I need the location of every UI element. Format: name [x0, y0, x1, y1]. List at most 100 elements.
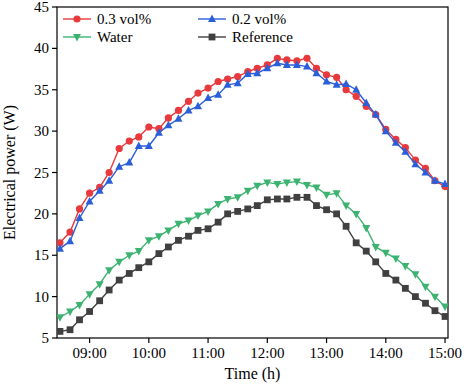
- data-point: [115, 162, 123, 170]
- y-tick-label: 20: [34, 206, 49, 222]
- data-point: [421, 284, 429, 292]
- y-tick: [52, 255, 57, 256]
- data-point: [234, 194, 242, 202]
- data-point: [67, 326, 74, 333]
- data-point: [343, 223, 350, 230]
- y-tick-label: 10: [34, 289, 49, 305]
- x-tick-label: 11:00: [191, 345, 225, 361]
- data-point: [195, 227, 202, 234]
- legend-label: Water: [97, 29, 132, 45]
- y-tick: [52, 6, 57, 7]
- data-point: [254, 202, 261, 209]
- data-point: [145, 142, 153, 150]
- data-point: [185, 217, 193, 225]
- data-point: [224, 210, 231, 217]
- data-point: [105, 267, 113, 275]
- data-point: [263, 179, 271, 187]
- y-tick: [52, 131, 57, 132]
- y-tick: [52, 48, 57, 49]
- data-point: [126, 137, 133, 144]
- data-point: [441, 304, 448, 312]
- data-point: [66, 309, 74, 317]
- y-tick-label: 30: [34, 123, 49, 139]
- data-point: [274, 196, 281, 203]
- series-line: [60, 63, 445, 248]
- data-point: [422, 300, 429, 307]
- data-point: [125, 158, 133, 166]
- y-tick-label: 35: [34, 82, 49, 98]
- x-tick: [385, 338, 386, 343]
- data-point: [263, 64, 271, 72]
- data-point: [185, 98, 192, 105]
- data-point: [96, 186, 104, 194]
- data-point: [432, 307, 439, 314]
- x-tick: [148, 338, 149, 343]
- data-point: [105, 176, 113, 184]
- data-point: [76, 302, 84, 310]
- data-point: [145, 258, 152, 265]
- data-point: [362, 225, 370, 233]
- data-point: [116, 277, 123, 284]
- data-point: [372, 244, 380, 252]
- x-tick: [326, 338, 327, 343]
- data-point: [126, 270, 133, 277]
- legend-marker: [208, 15, 216, 23]
- data-point: [96, 297, 103, 304]
- data-point: [175, 107, 182, 114]
- data-point: [431, 176, 439, 184]
- data-point: [343, 86, 350, 93]
- data-point: [125, 252, 133, 260]
- data-point: [392, 277, 399, 284]
- data-point: [194, 89, 201, 96]
- x-tick: [444, 338, 445, 343]
- series-line: [60, 197, 445, 331]
- data-point: [392, 256, 400, 264]
- data-point: [362, 98, 370, 106]
- data-point: [323, 192, 331, 200]
- data-point: [273, 59, 281, 66]
- data-point: [352, 211, 360, 219]
- data-point: [205, 225, 212, 232]
- legend-marker: [209, 34, 216, 41]
- x-tick-label: 12:00: [250, 345, 284, 361]
- data-point: [244, 188, 252, 196]
- data-point: [253, 183, 261, 191]
- data-point: [234, 208, 241, 215]
- data-point: [264, 196, 271, 203]
- data-point: [165, 114, 172, 121]
- data-point: [174, 221, 182, 229]
- y-tick: [52, 213, 57, 214]
- y-tick-label: 45: [34, 0, 49, 15]
- data-point: [412, 293, 419, 300]
- data-point: [312, 69, 320, 77]
- data-point: [294, 194, 301, 201]
- data-point: [333, 74, 340, 81]
- data-point: [86, 190, 93, 197]
- data-point: [155, 250, 162, 257]
- data-point: [401, 147, 409, 155]
- data-point: [135, 248, 143, 256]
- data-point: [214, 90, 222, 98]
- y-tick-label: 5: [42, 330, 50, 346]
- legend: 0.3 vol%0.2 vol%WaterReference: [63, 11, 293, 45]
- legend-label: 0.2 vol%: [232, 11, 286, 27]
- x-tick-label: 15:00: [428, 345, 462, 361]
- data-point: [96, 281, 104, 289]
- data-point: [392, 138, 400, 146]
- data-point: [382, 270, 389, 277]
- data-point: [244, 70, 252, 78]
- data-point: [86, 308, 93, 315]
- data-point: [185, 106, 193, 114]
- y-tick: [52, 172, 57, 173]
- data-point: [293, 60, 301, 68]
- y-tick: [52, 296, 57, 297]
- data-point: [175, 237, 182, 244]
- data-point: [442, 313, 448, 320]
- data-point: [273, 181, 281, 189]
- data-point: [234, 79, 242, 87]
- data-point: [333, 210, 340, 217]
- legend-label: 0.3 vol%: [97, 11, 151, 27]
- chart: 5101520253035404509:0010:0011:0012:0013:…: [0, 0, 473, 384]
- data-point: [372, 110, 380, 118]
- data-point: [204, 208, 212, 216]
